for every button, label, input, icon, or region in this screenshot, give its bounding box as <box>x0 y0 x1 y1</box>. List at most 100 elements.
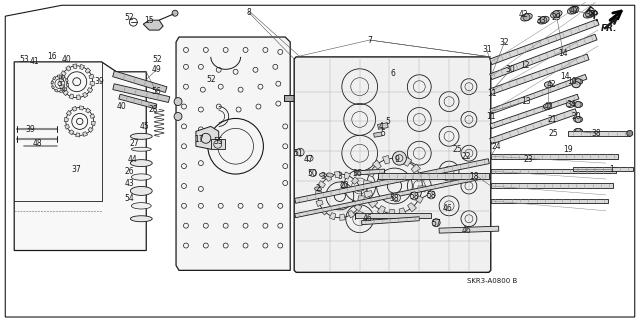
Ellipse shape <box>545 82 552 88</box>
Polygon shape <box>439 226 499 233</box>
Ellipse shape <box>573 101 582 108</box>
Polygon shape <box>77 95 81 100</box>
Polygon shape <box>491 169 616 173</box>
Text: 17: 17 <box>194 135 204 144</box>
Polygon shape <box>491 183 613 188</box>
Ellipse shape <box>550 10 562 18</box>
Polygon shape <box>61 71 66 76</box>
Text: 29: 29 <box>552 13 561 22</box>
Text: 18: 18 <box>469 172 479 180</box>
Polygon shape <box>362 217 419 225</box>
Polygon shape <box>490 19 599 65</box>
Ellipse shape <box>131 174 151 180</box>
Text: 28: 28 <box>148 105 158 114</box>
Text: 41: 41 <box>29 57 39 66</box>
Polygon shape <box>87 88 93 93</box>
Text: 43: 43 <box>125 180 134 188</box>
Circle shape <box>174 98 182 106</box>
Text: 36: 36 <box>353 169 363 178</box>
Circle shape <box>523 14 530 21</box>
Text: 47: 47 <box>303 155 313 164</box>
Ellipse shape <box>573 128 582 134</box>
Polygon shape <box>62 75 65 78</box>
Text: 5: 5 <box>385 117 390 126</box>
Text: 25: 25 <box>548 129 558 138</box>
Circle shape <box>553 11 560 18</box>
Text: 53: 53 <box>19 55 29 64</box>
Ellipse shape <box>315 187 321 191</box>
Text: 56: 56 <box>151 87 161 96</box>
Text: 20: 20 <box>339 181 349 190</box>
Polygon shape <box>60 85 65 89</box>
Text: 21: 21 <box>548 115 557 124</box>
Text: 46: 46 <box>442 204 452 213</box>
Polygon shape <box>85 68 91 73</box>
Polygon shape <box>369 199 378 208</box>
Polygon shape <box>68 130 74 135</box>
Polygon shape <box>364 191 372 198</box>
Text: 15: 15 <box>145 16 154 25</box>
Circle shape <box>392 151 406 165</box>
Circle shape <box>540 17 547 24</box>
Polygon shape <box>388 209 394 217</box>
Circle shape <box>410 192 419 200</box>
Polygon shape <box>295 174 487 218</box>
Ellipse shape <box>131 187 152 196</box>
Text: 48: 48 <box>32 139 42 148</box>
Ellipse shape <box>543 104 551 109</box>
Polygon shape <box>372 160 381 169</box>
Polygon shape <box>383 156 390 164</box>
Text: 44: 44 <box>127 155 137 164</box>
Polygon shape <box>491 154 618 159</box>
Bar <box>374 132 382 137</box>
Ellipse shape <box>131 203 151 209</box>
Text: 12: 12 <box>520 61 529 70</box>
Bar <box>284 95 296 100</box>
Polygon shape <box>355 204 362 211</box>
Polygon shape <box>91 121 95 125</box>
Text: 51: 51 <box>293 149 303 158</box>
Text: 16: 16 <box>47 52 57 61</box>
Polygon shape <box>69 94 74 99</box>
Ellipse shape <box>131 216 152 222</box>
Polygon shape <box>490 94 579 129</box>
Polygon shape <box>294 159 490 203</box>
Polygon shape <box>340 214 346 220</box>
Text: 33: 33 <box>536 16 547 25</box>
Text: 34: 34 <box>566 100 576 109</box>
Polygon shape <box>64 88 67 91</box>
Text: 11: 11 <box>487 89 497 98</box>
Text: SKR3-A0800 B: SKR3-A0800 B <box>467 278 517 284</box>
Text: 42: 42 <box>519 10 529 19</box>
Text: 25: 25 <box>452 145 462 154</box>
Ellipse shape <box>572 82 580 88</box>
Text: 6: 6 <box>390 69 395 78</box>
Text: 49: 49 <box>151 65 161 74</box>
Text: 52: 52 <box>206 75 216 84</box>
Polygon shape <box>364 180 371 186</box>
Circle shape <box>428 191 435 199</box>
Circle shape <box>627 130 633 136</box>
Text: 2: 2 <box>316 184 321 194</box>
Circle shape <box>392 194 401 202</box>
Bar <box>211 139 225 149</box>
Text: 30: 30 <box>506 65 515 74</box>
Polygon shape <box>73 64 77 68</box>
Polygon shape <box>113 84 170 102</box>
Polygon shape <box>403 157 412 166</box>
Polygon shape <box>365 169 375 177</box>
Polygon shape <box>83 132 88 136</box>
Text: 58: 58 <box>410 192 419 201</box>
Polygon shape <box>408 203 417 212</box>
Polygon shape <box>414 195 423 203</box>
Ellipse shape <box>341 182 347 188</box>
Text: 58: 58 <box>426 191 436 200</box>
Polygon shape <box>324 174 332 181</box>
Text: 40: 40 <box>62 55 72 64</box>
Text: 5: 5 <box>380 129 385 138</box>
Text: 19: 19 <box>563 145 573 154</box>
Ellipse shape <box>131 147 151 151</box>
Circle shape <box>575 79 581 85</box>
Ellipse shape <box>131 133 152 139</box>
Polygon shape <box>86 108 91 113</box>
